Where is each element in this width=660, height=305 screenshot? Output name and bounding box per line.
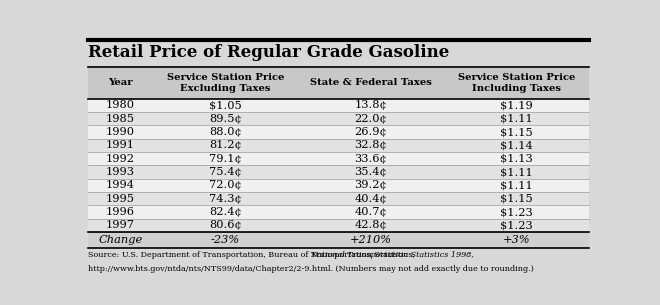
Bar: [88, 99, 589, 112]
Text: Service Station Price
Excluding Taxes: Service Station Price Excluding Taxes: [167, 73, 284, 93]
Text: 1993: 1993: [106, 167, 135, 177]
Text: 81.2¢: 81.2¢: [209, 140, 242, 150]
Text: 40.4¢: 40.4¢: [354, 194, 387, 204]
Bar: [88, 205, 589, 219]
Text: 42.8¢: 42.8¢: [354, 220, 387, 230]
Bar: [88, 219, 589, 232]
Text: 1985: 1985: [106, 114, 135, 124]
Bar: [88, 67, 589, 99]
Text: 1994: 1994: [106, 180, 135, 190]
Text: 26.9¢: 26.9¢: [354, 127, 387, 137]
Text: $1.23: $1.23: [500, 207, 533, 217]
Text: $1.14: $1.14: [500, 140, 533, 150]
Text: Change: Change: [98, 235, 143, 245]
Text: -23%: -23%: [211, 235, 240, 245]
Text: 72.0¢: 72.0¢: [209, 180, 242, 190]
Text: National Transportation Statistics 1998,: National Transportation Statistics 1998,: [311, 251, 475, 259]
Text: +210%: +210%: [350, 235, 392, 245]
Text: 33.6¢: 33.6¢: [354, 154, 387, 164]
Text: 82.4¢: 82.4¢: [209, 207, 242, 217]
Text: $1.19: $1.19: [500, 100, 533, 110]
Bar: [88, 232, 589, 248]
Text: $1.05: $1.05: [209, 100, 242, 110]
Text: 35.4¢: 35.4¢: [354, 167, 387, 177]
Bar: [88, 125, 589, 139]
Text: 39.2¢: 39.2¢: [354, 180, 387, 190]
Text: 32.8¢: 32.8¢: [354, 140, 387, 150]
Text: 40.7¢: 40.7¢: [354, 207, 387, 217]
Text: 13.8¢: 13.8¢: [354, 100, 387, 110]
Text: 1995: 1995: [106, 194, 135, 204]
Text: Source: U.S. Department of Transportation, Bureau of Transportation Statistics,: Source: U.S. Department of Transportatio…: [88, 251, 417, 259]
Text: 89.5¢: 89.5¢: [209, 114, 242, 124]
Text: 80.6¢: 80.6¢: [209, 220, 242, 230]
Text: Service Station Price
Including Taxes: Service Station Price Including Taxes: [457, 73, 575, 93]
Text: $1.11: $1.11: [500, 167, 533, 177]
Text: +3%: +3%: [502, 235, 530, 245]
Bar: [88, 152, 589, 165]
Text: 1991: 1991: [106, 140, 135, 150]
Text: 1990: 1990: [106, 127, 135, 137]
Text: http://www.bts.gov/ntda/nts/NTS99/data/Chapter2/2-9.html. (Numbers may not add e: http://www.bts.gov/ntda/nts/NTS99/data/C…: [88, 265, 533, 273]
Text: Year: Year: [108, 78, 133, 88]
Text: 1992: 1992: [106, 154, 135, 164]
Text: 74.3¢: 74.3¢: [209, 194, 242, 204]
Text: $1.15: $1.15: [500, 127, 533, 137]
Text: 75.4¢: 75.4¢: [209, 167, 242, 177]
Bar: [88, 112, 589, 125]
Bar: [88, 179, 589, 192]
Text: $1.11: $1.11: [500, 180, 533, 190]
Text: $1.11: $1.11: [500, 114, 533, 124]
Text: State & Federal Taxes: State & Federal Taxes: [310, 78, 432, 88]
Text: 1996: 1996: [106, 207, 135, 217]
Text: Retail Price of Regular Grade Gasoline: Retail Price of Regular Grade Gasoline: [88, 44, 449, 61]
Bar: [88, 165, 589, 179]
Text: $1.13: $1.13: [500, 154, 533, 164]
Bar: [88, 192, 589, 205]
Text: $1.23: $1.23: [500, 220, 533, 230]
Text: 79.1¢: 79.1¢: [209, 154, 242, 164]
Bar: [88, 139, 589, 152]
Text: 88.0¢: 88.0¢: [209, 127, 242, 137]
Text: 1997: 1997: [106, 220, 135, 230]
Text: $1.15: $1.15: [500, 194, 533, 204]
Text: 1980: 1980: [106, 100, 135, 110]
Text: 22.0¢: 22.0¢: [354, 114, 387, 124]
